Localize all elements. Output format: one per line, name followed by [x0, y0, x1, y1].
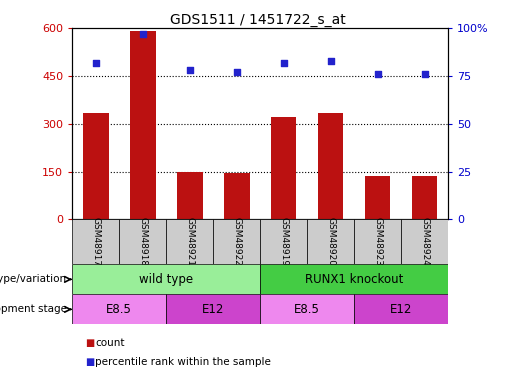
Text: ■: ■ — [85, 357, 94, 367]
Text: E8.5: E8.5 — [294, 303, 320, 316]
Text: E8.5: E8.5 — [106, 303, 132, 316]
Text: development stage: development stage — [0, 304, 67, 314]
Bar — [224, 173, 249, 219]
Text: GSM48924: GSM48924 — [420, 217, 429, 266]
Bar — [318, 112, 344, 219]
Bar — [72, 219, 119, 264]
Bar — [166, 219, 213, 264]
Bar — [166, 294, 260, 324]
Bar — [177, 172, 202, 219]
Point — [139, 31, 147, 37]
Text: genotype/variation: genotype/variation — [0, 274, 67, 284]
Bar — [260, 219, 307, 264]
Point — [280, 60, 288, 66]
Text: RUNX1 knockout: RUNX1 knockout — [305, 273, 403, 286]
Bar — [354, 219, 401, 264]
Text: E12: E12 — [202, 303, 224, 316]
Point — [232, 69, 241, 75]
Bar — [411, 176, 437, 219]
Text: GSM48920: GSM48920 — [326, 217, 335, 266]
Text: GDS1511 / 1451722_s_at: GDS1511 / 1451722_s_at — [169, 13, 346, 27]
Text: GSM48921: GSM48921 — [185, 217, 194, 266]
Text: GSM48917: GSM48917 — [91, 217, 100, 266]
Text: GSM48918: GSM48918 — [138, 217, 147, 266]
Text: ■: ■ — [85, 338, 94, 348]
Text: percentile rank within the sample: percentile rank within the sample — [95, 357, 271, 367]
Bar — [213, 219, 260, 264]
Bar — [260, 294, 354, 324]
Text: count: count — [95, 338, 125, 348]
Bar — [260, 264, 448, 294]
Bar — [401, 219, 448, 264]
Bar — [130, 32, 156, 219]
Point — [92, 60, 100, 66]
Point — [373, 71, 382, 77]
Bar — [119, 219, 166, 264]
Point — [185, 67, 194, 73]
Text: GSM48922: GSM48922 — [232, 217, 241, 266]
Bar — [72, 294, 166, 324]
Text: GSM48919: GSM48919 — [279, 217, 288, 266]
Text: wild type: wild type — [139, 273, 193, 286]
Bar — [72, 264, 260, 294]
Point — [327, 58, 335, 64]
Bar — [83, 112, 109, 219]
Text: GSM48923: GSM48923 — [373, 217, 382, 266]
Bar — [271, 117, 297, 219]
Text: E12: E12 — [390, 303, 412, 316]
Bar — [307, 219, 354, 264]
Point — [420, 71, 428, 77]
Bar — [365, 176, 390, 219]
Bar — [354, 294, 448, 324]
